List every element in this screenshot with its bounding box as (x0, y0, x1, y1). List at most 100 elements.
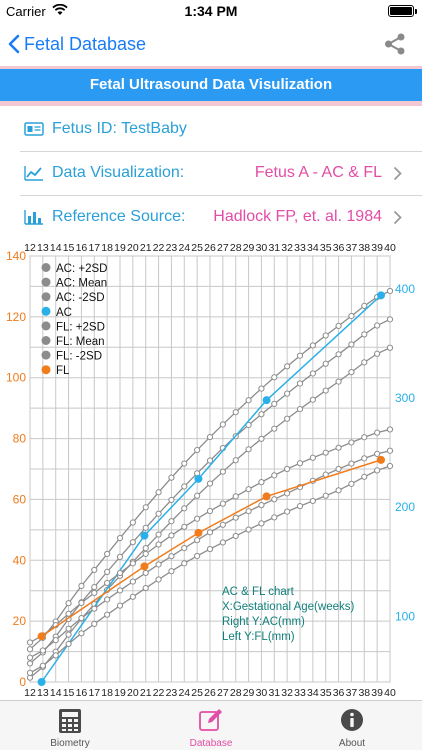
x-tick-label-bottom: 30 (256, 687, 268, 699)
y-right-tick-label: 400 (395, 282, 415, 296)
reference-point (245, 486, 252, 493)
back-button[interactable]: Fetal Database (8, 30, 146, 58)
growth-chart: 12 12 13 13 14 14 15 15 16 16 17 17 18 18 19 19 20 20 21 21… (0, 238, 422, 700)
reference-point (271, 400, 278, 407)
reference-point (386, 287, 394, 295)
reference-point (194, 537, 201, 544)
reference-point (374, 322, 381, 329)
reference-point (386, 462, 394, 470)
reference-point (155, 531, 162, 538)
reference-point (284, 465, 291, 473)
fl-point (194, 528, 203, 537)
ac-point (262, 396, 271, 405)
reference-point (142, 569, 149, 577)
visualization-row[interactable]: Data Visualization: Fetus A - AC & FL (20, 152, 422, 196)
reference-point (129, 593, 136, 600)
ac-point (377, 291, 385, 300)
x-tick-label-bottom: 34 (307, 687, 319, 699)
x-tick-label-top: 27 (217, 242, 229, 254)
id-card-icon (24, 122, 44, 136)
reference-point (284, 415, 291, 422)
reference-point (104, 550, 111, 558)
reference-point (271, 514, 278, 521)
reference-point (271, 425, 278, 432)
y-left-tick-label: 140 (6, 249, 26, 263)
reference-point (65, 600, 72, 607)
legend-marker (41, 321, 51, 331)
x-tick-label-top: 15 (63, 242, 75, 254)
reference-point (219, 500, 226, 507)
reference-point (361, 302, 368, 310)
reference-point (361, 359, 368, 366)
reference-point (284, 390, 291, 397)
x-tick-label-bottom: 27 (217, 687, 229, 699)
reference-point (386, 447, 394, 454)
reference-point (348, 460, 355, 467)
reference-point (116, 569, 124, 577)
reference-point (194, 552, 201, 560)
bar-chart-icon (24, 210, 43, 225)
share-icon[interactable] (384, 33, 406, 55)
reference-point (322, 387, 329, 394)
ac-point (140, 531, 149, 540)
legend-label: AC: +2SD (56, 263, 107, 275)
tab-database-label: Database (189, 738, 233, 749)
reference-point (348, 369, 355, 376)
reference-point (78, 582, 85, 589)
reference-point (142, 545, 149, 552)
reference-point (361, 434, 368, 441)
reference-point (104, 611, 111, 618)
reference-point (155, 489, 162, 496)
reference-point (309, 454, 316, 461)
x-tick-label-bottom: 32 (281, 687, 293, 699)
reference-point (181, 545, 188, 552)
reference-point (348, 312, 355, 320)
reference-point (181, 505, 188, 512)
reference-point (78, 630, 85, 637)
reference-point (245, 508, 252, 515)
reference-point (309, 396, 316, 403)
tab-about[interactable]: About (282, 701, 422, 750)
reference-source-row[interactable]: Reference Source: Hadlock FP, et. al. 19… (20, 196, 422, 240)
reference-point (271, 374, 278, 381)
x-tick-label-top: 36 (333, 242, 345, 254)
reference-point (245, 526, 252, 533)
chart-annotation: X:Gestational Age(weeks) (222, 601, 354, 613)
reference-point (104, 579, 111, 587)
reference-point (155, 541, 162, 548)
x-tick-label-top: 33 (294, 242, 306, 254)
x-tick-label-top: 21 (140, 242, 152, 254)
reference-point (91, 583, 98, 591)
y-left-tick-label: 60 (13, 492, 27, 506)
reference-point (258, 411, 265, 418)
reference-point (104, 568, 111, 575)
x-tick-label-bottom: 16 (76, 687, 88, 699)
reference-point (348, 480, 355, 487)
reference-point (386, 316, 394, 323)
chart-annotation: Left Y:FL(mm) (222, 631, 295, 643)
reference-point (232, 532, 239, 540)
legend-marker (41, 365, 51, 375)
reference-point (258, 502, 265, 509)
x-tick-label-bottom: 12 (24, 687, 36, 699)
reference-point (258, 435, 265, 442)
reference-point (142, 584, 149, 592)
x-tick-label-top: 26 (204, 242, 216, 254)
reference-point (65, 625, 72, 632)
reference-point (91, 620, 98, 628)
legend-label: FL: Mean (56, 336, 105, 348)
reference-point (116, 534, 124, 542)
x-tick-label-top: 32 (281, 242, 293, 254)
tab-biometry[interactable]: Biometry (0, 701, 140, 750)
reference-point (322, 332, 329, 339)
tab-database[interactable]: Database (141, 701, 281, 750)
reference-point (26, 654, 34, 661)
reference-point (142, 524, 149, 531)
reference-point (142, 550, 149, 557)
edit-icon (199, 709, 222, 731)
x-tick-label-bottom: 23 (166, 687, 178, 699)
reference-point (168, 568, 175, 575)
page-title: Fetal Ultrasound Data Visulization (0, 69, 422, 101)
reference-point (39, 647, 46, 654)
x-tick-label-bottom: 38 (358, 687, 370, 699)
